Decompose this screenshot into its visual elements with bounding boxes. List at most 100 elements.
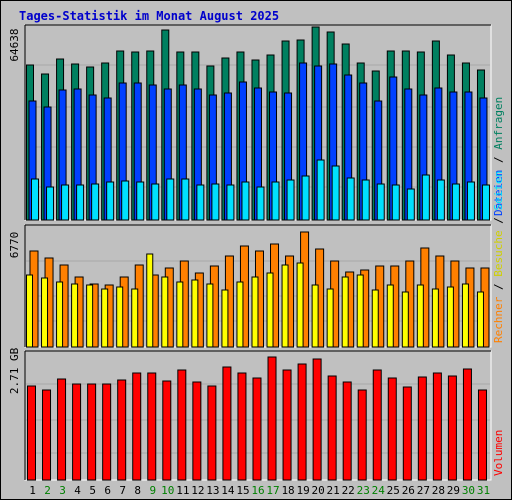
bar-seiten-12 — [196, 184, 205, 221]
bar-seiten-21 — [331, 165, 340, 221]
bar-seiten-27 — [421, 174, 430, 221]
y-max-label-panel-1: 64638 — [8, 28, 21, 61]
bar-volumen-22 — [342, 381, 352, 481]
bar-besuche-30 — [461, 283, 469, 348]
bar-besuche-2 — [41, 277, 49, 348]
bar-besuche-6 — [101, 288, 109, 348]
bar-seiten-5 — [91, 183, 100, 221]
legend-separator: / — [492, 211, 505, 231]
bar-volumen-1 — [27, 385, 36, 481]
bar-volumen-31 — [477, 389, 487, 481]
bar-volumen-5 — [87, 383, 97, 481]
day-label-2: 2 — [44, 484, 51, 497]
bar-seiten-26 — [406, 188, 415, 221]
bar-seiten-16 — [256, 186, 265, 221]
bar-volumen-17 — [267, 356, 277, 481]
bar-seiten-18 — [286, 179, 295, 221]
day-label-27: 27 — [417, 484, 430, 497]
day-label-15: 15 — [236, 484, 249, 497]
day-label-20: 20 — [312, 484, 325, 497]
bar-besuche-10 — [161, 276, 169, 348]
bar-seiten-7 — [121, 180, 130, 221]
bar-besuche-27 — [416, 284, 424, 348]
bar-volumen-2 — [42, 389, 52, 481]
day-label-25: 25 — [387, 484, 400, 497]
day-label-17: 17 — [266, 484, 279, 497]
day-label-9: 9 — [149, 484, 156, 497]
bar-seiten-10 — [166, 178, 175, 221]
bar-volumen-15 — [237, 372, 247, 481]
day-label-10: 10 — [161, 484, 174, 497]
bar-volumen-23 — [357, 389, 367, 481]
bar-seiten-3 — [61, 184, 70, 221]
bar-besuche-21 — [326, 288, 334, 348]
bar-volumen-11 — [177, 369, 187, 481]
day-label-11: 11 — [176, 484, 189, 497]
bar-seiten-29 — [451, 183, 460, 221]
bar-seiten-22 — [346, 177, 355, 221]
side-legend-panel-1: Dateien / Anfragen — [492, 97, 505, 216]
day-label-18: 18 — [281, 484, 294, 497]
day-label-26: 26 — [402, 484, 415, 497]
bar-volumen-27 — [417, 376, 427, 481]
bar-seiten-15 — [241, 181, 250, 221]
bar-volumen-10 — [162, 380, 172, 481]
day-label-12: 12 — [191, 484, 204, 497]
bar-volumen-21 — [327, 375, 337, 481]
bar-besuche-8 — [131, 288, 139, 348]
legend-separator: / — [492, 277, 505, 297]
bar-besuche-31 — [476, 291, 484, 348]
day-label-22: 22 — [342, 484, 355, 497]
bar-besuche-1 — [26, 274, 33, 348]
day-label-3: 3 — [59, 484, 66, 497]
legend-rechner: Rechner — [492, 296, 505, 343]
day-label-24: 24 — [372, 484, 386, 497]
bar-seiten-9 — [151, 183, 160, 221]
day-label-23: 23 — [357, 484, 370, 497]
bar-volumen-30 — [462, 368, 472, 481]
day-label-16: 16 — [251, 484, 264, 497]
bar-seiten-30 — [466, 181, 475, 221]
bar-seiten-8 — [136, 181, 145, 221]
bar-besuche-22 — [341, 276, 349, 348]
bar-seiten-4 — [76, 184, 85, 221]
day-label-4: 4 — [74, 484, 81, 497]
bar-volumen-16 — [252, 377, 262, 481]
day-label-19: 19 — [296, 484, 309, 497]
bar-seiten-23 — [361, 179, 370, 221]
bar-besuche-24 — [371, 289, 379, 348]
bar-volumen-18 — [282, 369, 292, 481]
bar-besuche-9 — [146, 253, 154, 348]
bar-seiten-24 — [376, 183, 385, 221]
day-label-1: 1 — [29, 484, 36, 497]
bar-seiten-13 — [211, 183, 220, 221]
bar-volumen-6 — [102, 383, 112, 481]
bar-seiten-28 — [436, 179, 445, 221]
legend-seiten: Seiten — [492, 171, 505, 211]
legend-dateien: Dateien — [492, 170, 505, 216]
bar-besuche-7 — [116, 286, 124, 348]
bar-volumen-20 — [312, 358, 322, 481]
bar-seiten-6 — [106, 181, 115, 221]
y-max-label-panel-2: 6770 — [8, 232, 21, 259]
bar-volumen-25 — [387, 377, 397, 481]
bar-volumen-13 — [207, 385, 217, 481]
bar-volumen-26 — [402, 386, 412, 481]
legend-anfragen: Anfragen — [492, 97, 505, 150]
day-label-31: 31 — [477, 484, 490, 497]
bar-besuche-5 — [86, 284, 94, 348]
bar-seiten-1 — [31, 178, 39, 221]
bar-besuche-12 — [191, 279, 199, 348]
bar-besuche-19 — [296, 262, 304, 348]
bar-volumen-29 — [447, 375, 457, 481]
day-label-30: 30 — [462, 484, 475, 497]
day-label-29: 29 — [447, 484, 460, 497]
bar-besuche-3 — [56, 281, 64, 348]
side-legend-panel-3: Volumen — [492, 430, 505, 476]
bar-volumen-7 — [117, 379, 127, 481]
bar-besuche-11 — [176, 281, 184, 348]
day-label-14: 14 — [221, 484, 235, 497]
bar-besuche-15 — [236, 281, 244, 348]
bar-seiten-14 — [226, 184, 235, 221]
